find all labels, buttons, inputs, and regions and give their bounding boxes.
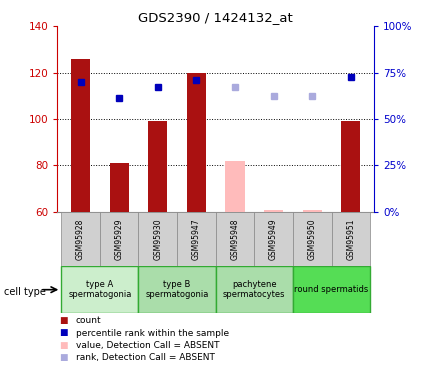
Text: GSM95950: GSM95950: [308, 218, 317, 260]
Text: ■: ■: [60, 341, 68, 350]
Bar: [293, 212, 332, 266]
Bar: [177, 212, 216, 266]
Bar: [148, 122, 167, 212]
Bar: [216, 212, 254, 266]
Title: GDS2390 / 1424132_at: GDS2390 / 1424132_at: [138, 11, 293, 24]
Bar: [303, 210, 322, 212]
Text: GSM95928: GSM95928: [76, 218, 85, 260]
Text: round spermatids: round spermatids: [295, 285, 368, 294]
Text: percentile rank within the sample: percentile rank within the sample: [76, 328, 229, 338]
Text: rank, Detection Call = ABSENT: rank, Detection Call = ABSENT: [76, 353, 215, 362]
Bar: [293, 266, 370, 313]
Text: pachytene
spermatocytes: pachytene spermatocytes: [223, 280, 286, 299]
Bar: [100, 212, 139, 266]
Bar: [216, 266, 293, 313]
Text: type A
spermatogonia: type A spermatogonia: [68, 280, 131, 299]
Bar: [341, 122, 360, 212]
Bar: [187, 73, 206, 212]
Bar: [139, 266, 216, 313]
Bar: [110, 163, 129, 212]
Bar: [225, 161, 245, 212]
Text: GSM95947: GSM95947: [192, 218, 201, 260]
Bar: [71, 59, 90, 212]
Text: count: count: [76, 316, 101, 325]
Bar: [139, 212, 177, 266]
Text: cell type: cell type: [4, 287, 46, 297]
Text: GSM95929: GSM95929: [115, 218, 124, 260]
Text: GSM95951: GSM95951: [346, 218, 355, 260]
Text: GSM95930: GSM95930: [153, 218, 162, 260]
Text: type B
spermatogonia: type B spermatogonia: [145, 280, 209, 299]
Bar: [254, 212, 293, 266]
Bar: [264, 210, 283, 212]
Text: ■: ■: [60, 328, 68, 338]
Text: GSM95949: GSM95949: [269, 218, 278, 260]
Text: ■: ■: [60, 353, 68, 362]
Bar: [332, 212, 370, 266]
Text: GSM95948: GSM95948: [230, 218, 240, 260]
Text: ■: ■: [60, 316, 68, 325]
Bar: [61, 212, 100, 266]
Bar: [61, 266, 139, 313]
Text: value, Detection Call = ABSENT: value, Detection Call = ABSENT: [76, 341, 219, 350]
